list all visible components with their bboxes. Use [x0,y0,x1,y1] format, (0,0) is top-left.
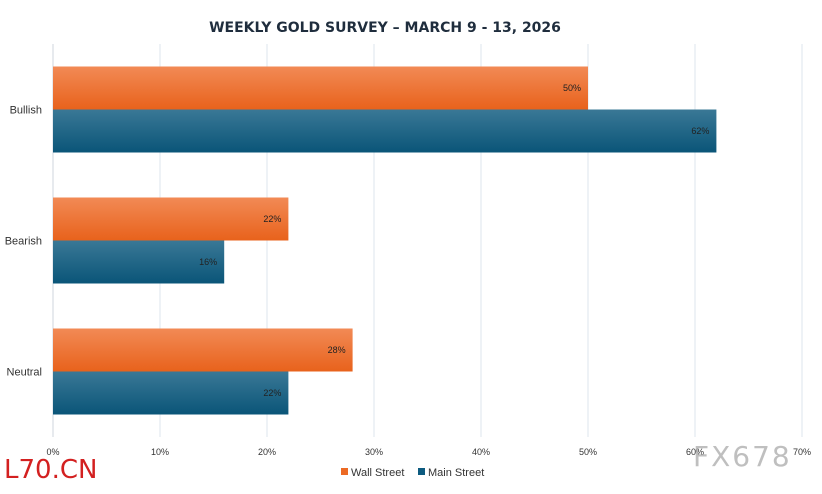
x-tick-label: 60% [686,447,704,457]
legend-label: Main Street [428,467,484,479]
bar-main-street [53,109,717,153]
bar-main-street [53,371,289,415]
legend-swatch [418,468,425,475]
category-label: Bearish [5,236,42,248]
x-tick-label: 30% [365,447,383,457]
data-label: 22% [263,388,281,398]
bars: 50% 62% 22% 16% 28% 22% [53,66,717,415]
x-tick-label: 20% [258,447,276,457]
x-tick-label: 40% [472,447,490,457]
x-tick-labels: 0% 10% 20% 30% 40% 50% 60% 70% [46,447,811,457]
watermark-right: FX678 [693,440,792,473]
bar-wall-street [53,197,289,241]
x-tick-label: 10% [151,447,169,457]
legend: Wall Street Main Street [341,467,484,479]
legend-swatch [341,468,348,475]
bar-wall-street [53,328,353,372]
category-labels: Bullish Bearish Neutral [5,105,42,379]
data-label: 22% [263,214,281,224]
chart-title: WEEKLY GOLD SURVEY – MARCH 9 - 13, 2026 [209,20,561,36]
data-label: 16% [199,257,217,267]
data-label: 50% [563,83,581,93]
data-label: 62% [691,126,709,136]
bar-main-street [53,240,225,284]
data-label: 28% [328,345,346,355]
x-tick-label: 0% [46,447,59,457]
category-label: Neutral [7,367,42,379]
bar-wall-street [53,66,588,110]
legend-label: Wall Street [351,467,404,479]
watermark-left: L70.CN [4,455,98,485]
x-tick-label: 50% [579,447,597,457]
category-label: Bullish [10,105,42,117]
x-tick-label: 70% [793,447,811,457]
